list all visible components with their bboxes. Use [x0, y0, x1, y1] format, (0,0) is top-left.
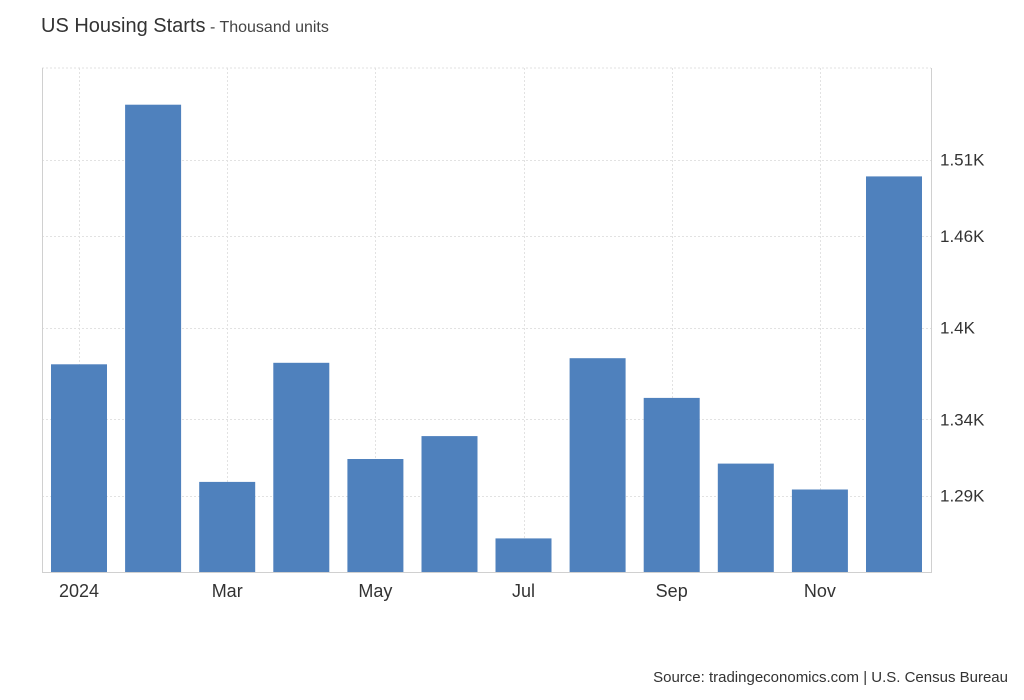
bar-2	[199, 481, 256, 572]
x-tick-label-4: May	[358, 581, 392, 601]
y-tick-label-2: 1.4K	[940, 319, 976, 338]
bar-7	[569, 358, 626, 572]
bar-4	[347, 459, 404, 572]
y-tick-label-4: 1.51K	[940, 151, 985, 170]
title-separator: -	[205, 19, 220, 36]
x-tick-label-10: Nov	[804, 581, 836, 601]
chart-unit-label: Thousand units	[219, 19, 329, 36]
x-tick-label-8: Sep	[656, 581, 688, 601]
tick-labels: 1.29K 1.34K 1.4K 1.46K 1.51K 2024 Mar May Jul Sep…	[59, 151, 985, 601]
bar-6	[495, 538, 552, 572]
bar-0	[51, 364, 107, 572]
bar-5	[421, 436, 478, 572]
y-tick-label-3: 1.46K	[940, 227, 985, 246]
bar-8	[643, 397, 700, 572]
y-tick-label-1: 1.34K	[940, 410, 985, 429]
bars	[51, 104, 922, 572]
bar-3	[273, 362, 330, 572]
chart-title: US Housing Starts - Thousand units	[41, 15, 329, 38]
bar-11	[866, 176, 922, 572]
x-tick-label-0: 2024	[59, 581, 99, 601]
source-credit: Source: tradingeconomics.com | U.S. Cens…	[653, 669, 1008, 686]
x-tick-label-6: Jul	[512, 581, 535, 601]
bar-1	[125, 104, 182, 572]
bar-9	[717, 463, 774, 572]
axes	[42, 68, 932, 573]
y-tick-label-0: 1.29K	[940, 487, 985, 506]
bar-10	[791, 489, 848, 572]
chart-title-text: US Housing Starts	[41, 15, 206, 37]
x-tick-label-2: Mar	[212, 581, 243, 601]
